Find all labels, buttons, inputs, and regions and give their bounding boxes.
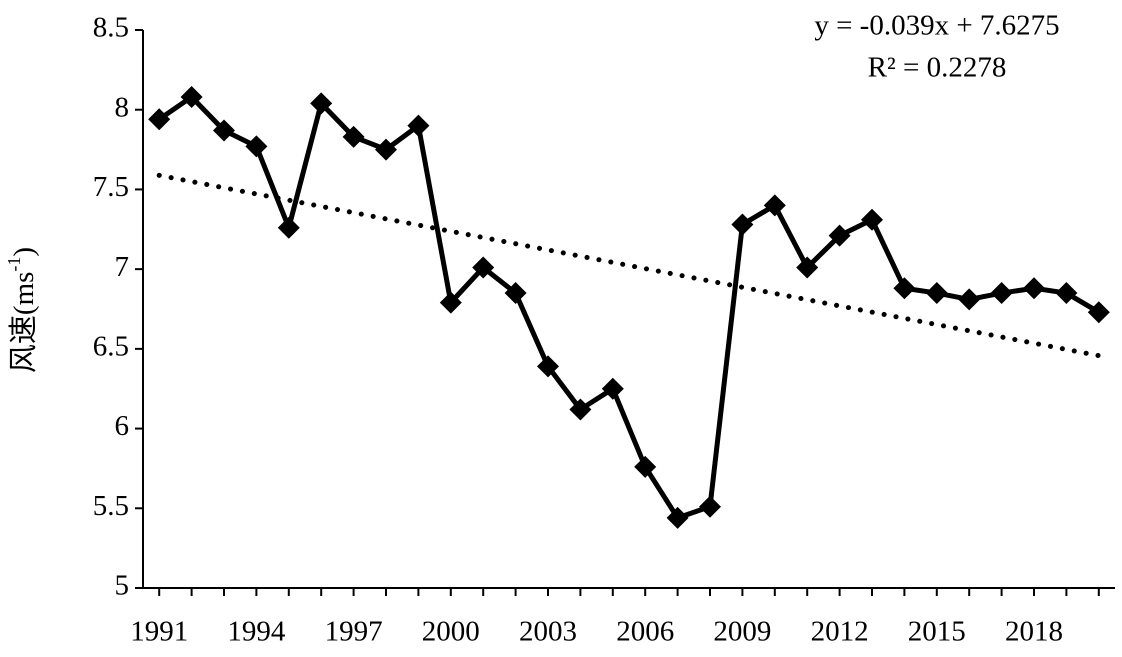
- y-tick-label: 8.5: [93, 12, 129, 44]
- marker: [796, 256, 819, 279]
- marker: [310, 92, 333, 115]
- y-tick-label: 6: [115, 410, 130, 442]
- marker: [731, 213, 754, 236]
- marker: [213, 119, 235, 142]
- x-tick-label: 2012: [811, 616, 869, 648]
- line: [157, 94, 1101, 521]
- x-tick-label: 1994: [227, 616, 286, 648]
- marker: [925, 282, 948, 305]
- r-squared: R² = 0.2278: [868, 52, 1007, 84]
- x-tick-label: 2018: [1005, 616, 1063, 648]
- marker: [375, 138, 397, 161]
- y-tick-label: 8: [115, 91, 130, 123]
- marker: [1023, 277, 1045, 300]
- marker: [763, 194, 786, 217]
- x-tick-label: 2003: [519, 616, 577, 648]
- marker: [861, 208, 883, 231]
- marker: [828, 224, 851, 247]
- equation: y = -0.039x + 7.6275: [814, 10, 1059, 42]
- marker: [1087, 301, 1110, 324]
- x-tick-label: 1991: [130, 616, 188, 648]
- trendline: [156, 172, 1102, 359]
- marker: [634, 455, 657, 478]
- marker: [537, 355, 559, 378]
- y-label-suffix: ): [8, 247, 40, 257]
- marker: [893, 277, 916, 300]
- marker: [958, 288, 981, 311]
- marker: [148, 108, 171, 131]
- marker: [407, 114, 430, 137]
- y-label-text: 风速(ms: [8, 272, 40, 374]
- y-tick-label: 5.5: [93, 490, 129, 522]
- y-label-sup: -1: [4, 257, 24, 272]
- marker: [439, 291, 462, 314]
- x-tick-label: 2000: [422, 616, 480, 648]
- marker: [699, 495, 721, 518]
- marker: [342, 125, 365, 148]
- x-tick-label: 1997: [325, 616, 383, 648]
- marker: [569, 398, 592, 421]
- marker: [245, 135, 268, 158]
- x-tick-label: 2015: [908, 616, 966, 648]
- x-tick-label: 2009: [713, 616, 771, 648]
- marker: [990, 282, 1013, 305]
- marker: [666, 506, 689, 529]
- marker: [180, 85, 203, 108]
- marker: [1055, 282, 1078, 305]
- marker: [277, 216, 300, 239]
- marker: [601, 377, 624, 400]
- y-tick-label: 6.5: [93, 331, 129, 363]
- marker: [472, 256, 495, 279]
- marker: [504, 282, 527, 305]
- x-tick-label: 2006: [616, 616, 674, 648]
- y-tick-label: 7: [115, 251, 130, 283]
- y-axis-label: 风速(ms-1): [4, 247, 40, 373]
- y-tick-label: 5: [115, 570, 130, 602]
- y-tick-label: 7.5: [93, 171, 129, 203]
